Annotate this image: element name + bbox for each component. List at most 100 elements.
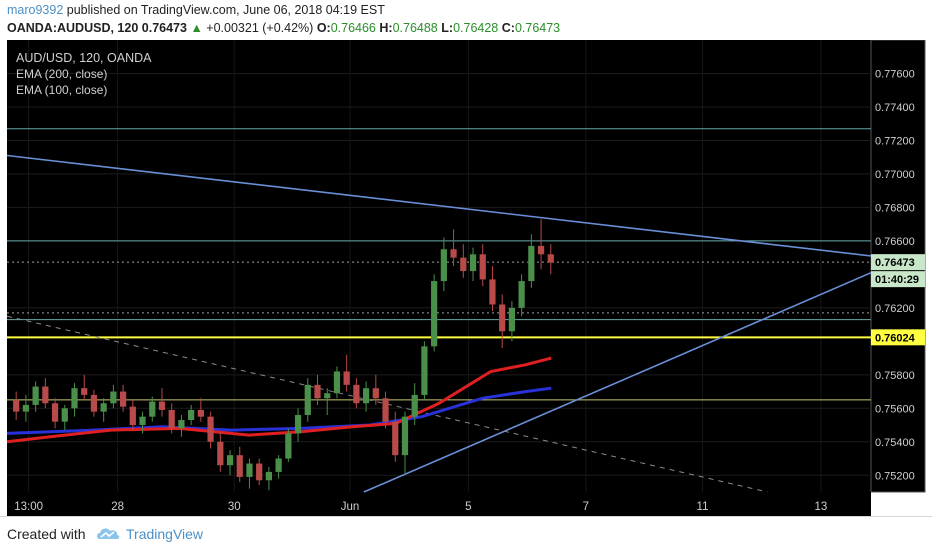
candle-body (401, 416, 409, 456)
author-link[interactable]: maro9392 (7, 3, 64, 17)
candle-body (22, 404, 30, 412)
x-tick-label: 5 (465, 501, 471, 513)
candle-body (314, 384, 321, 399)
y-tick-labels: 0.75200 0.75400 0.75600 0.75800 0.76200 0.766… (875, 68, 915, 482)
x-tick-labels: 13:00 28 30 Jun 5 7 11 13 (14, 501, 827, 513)
candle-body (362, 388, 370, 404)
ema200-line (6, 356, 552, 444)
candle-body (489, 279, 496, 305)
candle-body (294, 414, 302, 434)
low-label: L: (441, 21, 454, 35)
horizontal-levels[interactable] (7, 128, 871, 401)
countdown-badge-box (871, 271, 925, 288)
candle-body (236, 455, 243, 477)
candle-body (61, 408, 68, 422)
candle-body (547, 254, 554, 263)
candle-body (508, 307, 516, 332)
legend-ema100: EMA (100, close) (16, 83, 107, 97)
high-label: H: (379, 21, 393, 35)
y-tick-label: 0.77000 (875, 169, 915, 181)
candle-body (100, 403, 107, 412)
x-tick-label: 30 (228, 501, 241, 513)
y-tick-label: 0.77200 (875, 135, 915, 147)
legend: AUD/USD, 120, OANDA EMA (200, close) EMA… (16, 51, 152, 97)
candle-body (71, 388, 78, 409)
candle-body (217, 441, 224, 466)
trendline-descending-resistance (6, 154, 872, 257)
candle-body (431, 281, 438, 347)
x-tick-label: 11 (697, 501, 709, 513)
candle-body (285, 433, 292, 459)
candle-body (90, 394, 98, 412)
candle-body (42, 386, 49, 404)
candle-body (197, 409, 204, 417)
candle-body (13, 399, 20, 412)
publish-line: maro9392 published on TradingView.com, J… (7, 3, 385, 17)
candle-body (178, 420, 185, 429)
countdown-badge: 01:40:29 (875, 274, 919, 286)
open-label: O: (316, 21, 331, 35)
change-arrow-icon: ▲ (190, 21, 203, 35)
high-value: 0.76488 (392, 21, 438, 35)
candle-body (246, 463, 253, 477)
x-tick-label: 13:00 (14, 501, 43, 513)
level-badge: 0.76024 (875, 332, 916, 344)
tradingview-brand[interactable]: TradingView (126, 526, 204, 542)
footer: Created with TradingView (0, 516, 932, 551)
price-badge: 0.76473 (875, 257, 915, 269)
close-label: C: (501, 21, 515, 35)
candle-body (324, 393, 331, 399)
ohlc-line: OANDA:AUDUSD, 120 0.76473 ▲ +0.00321 (+0… (7, 21, 560, 35)
y-tick-label: 0.76200 (875, 303, 915, 315)
candle-body (518, 281, 525, 308)
candle-body (275, 458, 282, 472)
symbol-label: OANDA:AUDUSD, 120 (7, 21, 139, 35)
candle-body (304, 384, 311, 415)
legend-title: AUD/USD, 120, OANDA (16, 51, 152, 65)
plot-background[interactable] (7, 40, 871, 492)
candle-body (168, 409, 175, 429)
ema-lines (6, 356, 552, 444)
candle-body (119, 391, 127, 407)
level-badge-box (871, 329, 925, 346)
candle-body (460, 257, 467, 272)
candle-body (392, 421, 399, 456)
candle-body (226, 455, 234, 466)
published-text: published on TradingView.com, June 06, 2… (66, 3, 385, 17)
chart-area[interactable]: 0.75200 0.75400 0.75600 0.75800 0.76200 0.766… (0, 39, 932, 516)
candle-body (499, 304, 506, 332)
change-value: +0.00321 (+0.42%) (206, 21, 314, 35)
close-value: 0.76473 (514, 21, 561, 35)
y-tick-label: 0.75400 (875, 437, 915, 449)
candle-body (411, 394, 418, 417)
time-axis[interactable] (7, 492, 871, 516)
candle-body (265, 471, 273, 481)
y-tick-label: 0.77400 (875, 102, 915, 114)
candle-body (149, 401, 156, 417)
x-tick-label: 7 (583, 501, 589, 513)
candle-body (158, 401, 166, 410)
candles (13, 219, 554, 491)
x-tick-label: 13 (814, 501, 827, 513)
price-badge-box (871, 254, 925, 271)
price-badges: 0.76024 0.76473 01:40:29 (871, 254, 925, 346)
candle-body (343, 371, 350, 385)
candle-body (32, 386, 39, 405)
candle-body (372, 388, 379, 399)
candle-body (81, 388, 88, 395)
open-value: 0.76466 (330, 21, 376, 35)
candle-body (139, 416, 146, 426)
tradingview-cloud-icon[interactable] (95, 525, 121, 543)
low-value: 0.76428 (453, 21, 499, 35)
candle-body (528, 245, 535, 282)
y-tick-label: 0.77600 (875, 68, 915, 80)
y-tick-label: 0.76800 (875, 202, 915, 214)
y-tick-label: 0.75600 (875, 403, 915, 415)
price-chart[interactable]: 0.75200 0.75400 0.75600 0.75800 0.76200 0.766… (0, 39, 932, 516)
candle-body (440, 249, 447, 282)
candle-body (382, 398, 389, 422)
x-tick-label: Jun (341, 501, 360, 513)
created-with-text: Created with (7, 526, 86, 542)
candle-body (188, 409, 195, 421)
y-tick-label: 0.75800 (875, 370, 915, 382)
